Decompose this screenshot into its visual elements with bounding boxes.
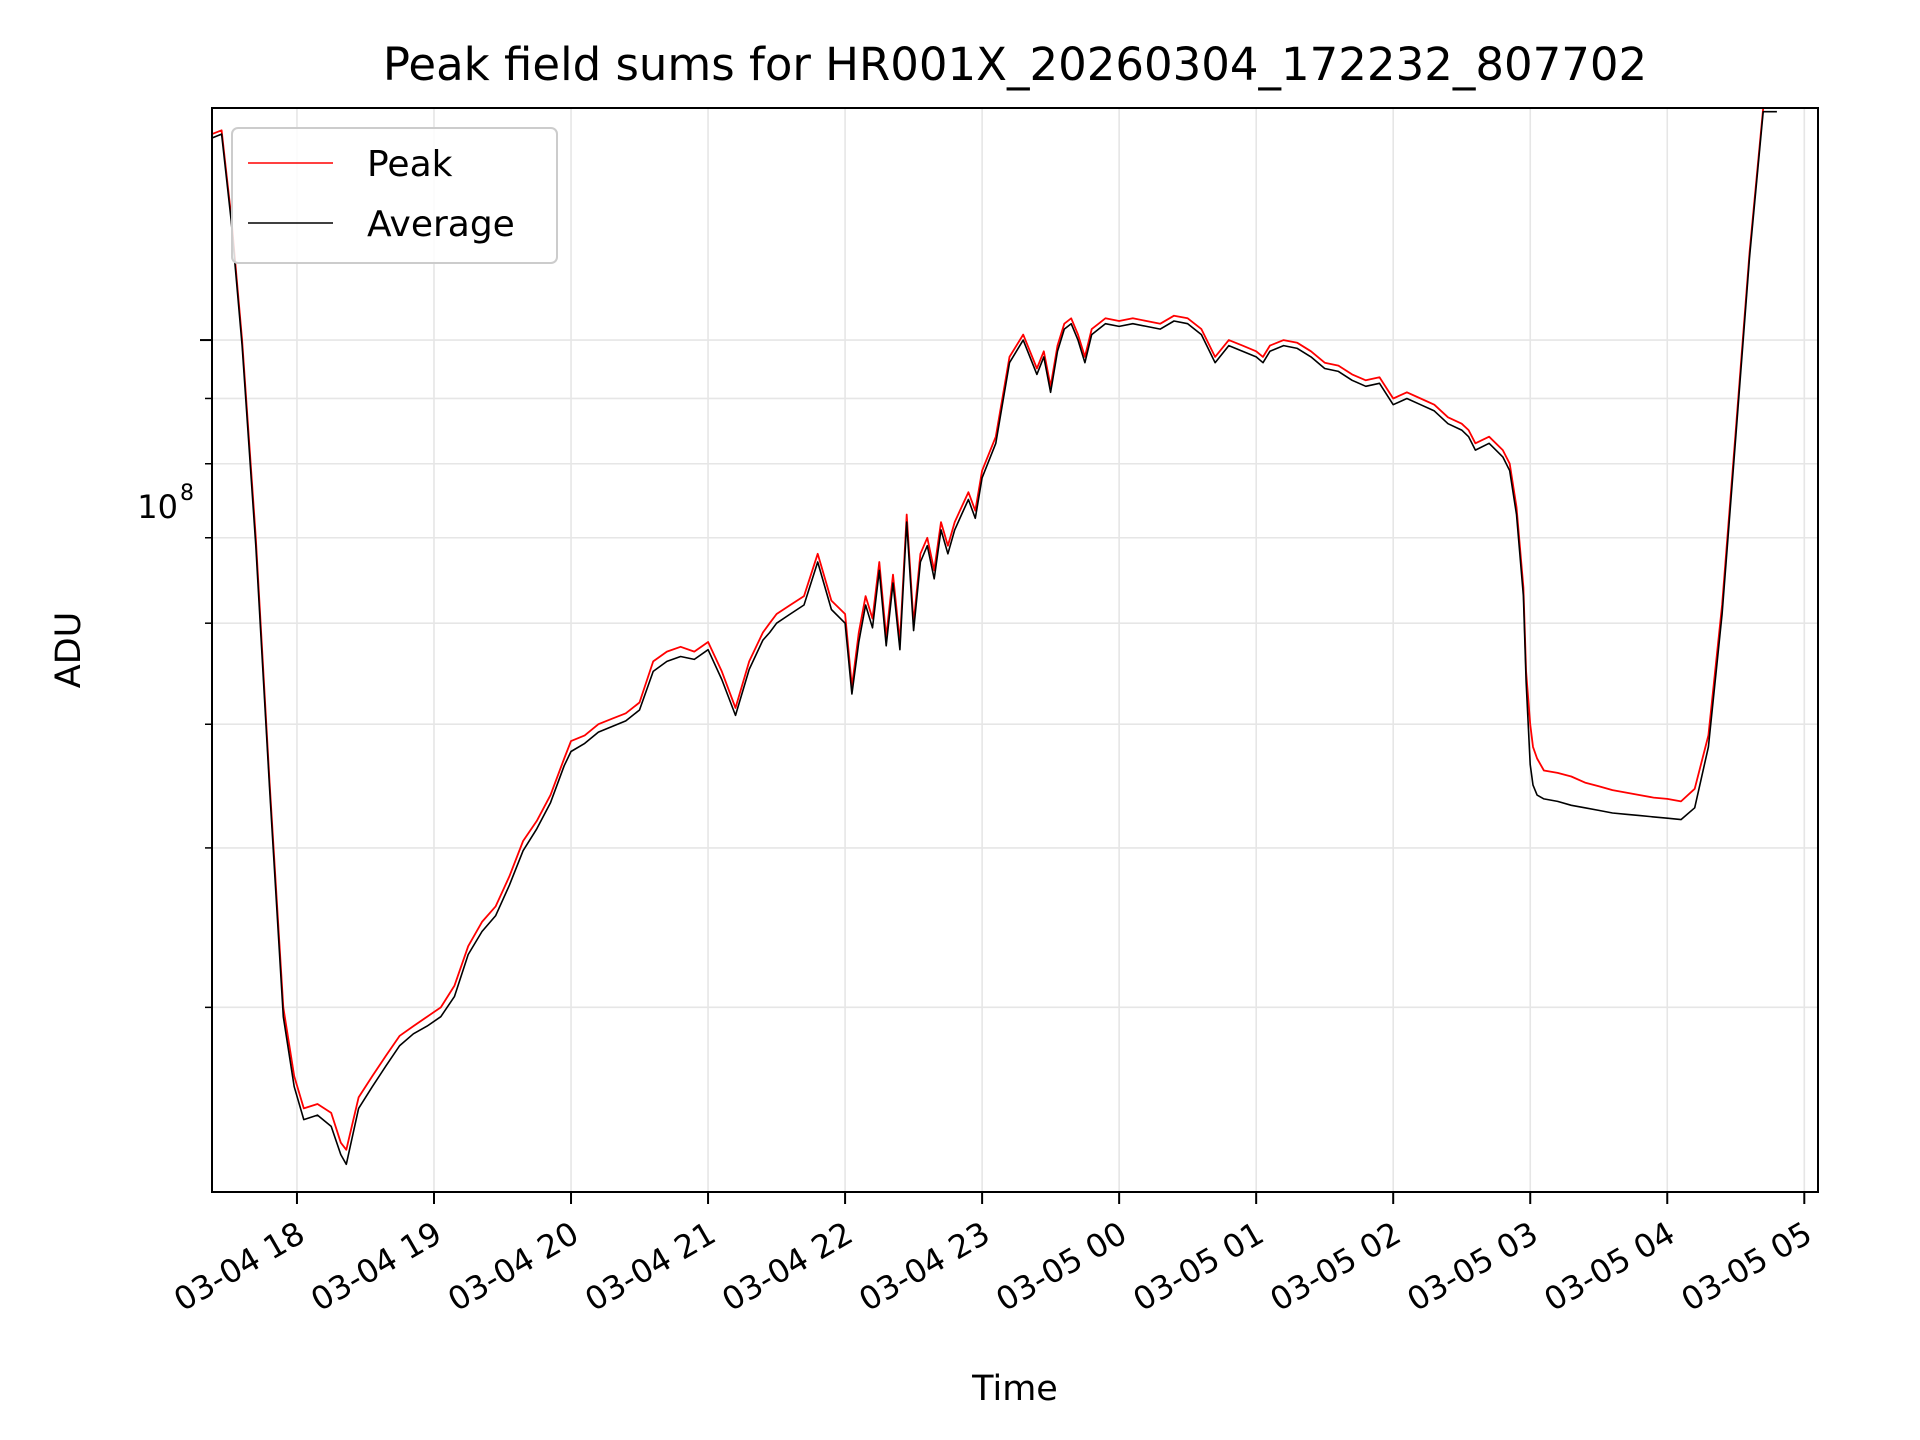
y-tick-exponent: 8 xyxy=(180,481,194,506)
legend-average-label: Average xyxy=(367,204,515,245)
svg-text:10: 10 xyxy=(137,488,178,526)
legend-peak-label: Peak xyxy=(367,144,453,185)
y-tick-label: 10 8 xyxy=(137,481,194,526)
y-axis-label: ADU xyxy=(49,612,89,689)
grid xyxy=(212,108,1818,1192)
legend-box xyxy=(231,127,558,264)
series-layer xyxy=(212,108,1777,1166)
series-line-average xyxy=(212,110,1777,1166)
series-line-peak xyxy=(212,108,1777,1151)
x-axis-label: Time xyxy=(971,1369,1058,1409)
legend: Peak Average xyxy=(231,127,558,264)
plot-frame xyxy=(211,107,1819,1193)
chart-title: Peak field sums for HR001X_20260304_1722… xyxy=(383,38,1647,91)
y-tick-base: 10 xyxy=(137,488,178,526)
